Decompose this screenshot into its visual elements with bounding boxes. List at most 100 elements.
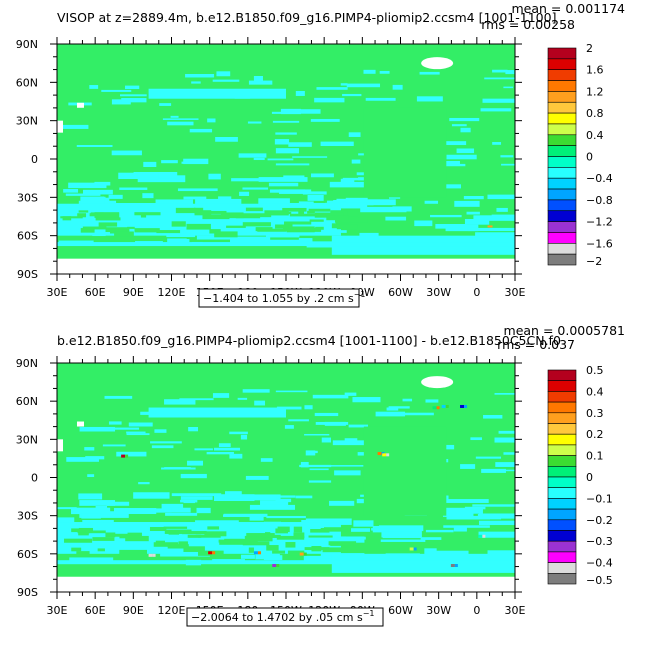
anomaly-speck (148, 553, 153, 557)
y-tick-label: 90N (16, 38, 38, 51)
anomaly-cell (125, 85, 140, 90)
anomaly-cell (92, 537, 115, 541)
anomaly-cell (498, 430, 515, 434)
anomaly-cell (180, 473, 207, 479)
anomaly-cell (78, 210, 89, 213)
anomaly-cell (428, 550, 469, 555)
anomaly-cell (348, 424, 369, 428)
mean-label: mean = 0.0005781 (504, 323, 625, 338)
anomaly-cell (472, 504, 515, 507)
anomaly-cell (94, 181, 111, 186)
anomaly-cell (329, 181, 368, 188)
anomaly-cell (214, 231, 238, 238)
colorbar-label: 0.5 (586, 364, 604, 377)
anomaly-cell (425, 529, 454, 533)
anomaly-cell (78, 493, 103, 500)
anomaly-cell (164, 467, 191, 469)
anomaly-cell (83, 189, 113, 195)
anomaly-cell (253, 75, 263, 82)
colorbar-swatch (547, 134, 577, 146)
anomaly-cell (218, 443, 231, 448)
anomaly-cell (314, 228, 322, 232)
anomaly-cell (245, 207, 263, 212)
anomaly-cell (224, 494, 240, 499)
anomaly-cell (198, 535, 221, 538)
anomaly-cell (275, 148, 300, 154)
anomaly-cell (503, 452, 515, 455)
anomaly-cell (177, 188, 218, 192)
anomaly-speck (409, 547, 414, 551)
anomaly-cell (101, 222, 109, 226)
colorbar-swatch (547, 145, 577, 157)
anomaly-cell (348, 132, 361, 137)
anomaly-cell (300, 461, 309, 468)
colorbar-label: −0.8 (586, 194, 613, 207)
anomaly-cell (335, 219, 342, 225)
anomaly-cell (79, 511, 129, 518)
anomaly-cell (68, 182, 107, 189)
anomaly-cell (71, 547, 82, 552)
x-tick-label: 30W (426, 604, 451, 617)
y-tick-label: 90S (17, 586, 38, 599)
y-tick-label: 60N (16, 395, 38, 408)
anomaly-speck (272, 564, 277, 568)
anomaly-cell (293, 532, 305, 539)
colorbar-label: 0.3 (586, 407, 604, 420)
anomaly-cell (424, 200, 439, 204)
colorbar: 0.5 0.4 0.3 0.2 0.1 0 −0.1 −0.2 −0.3 −0.4 −0.5 (547, 364, 613, 587)
anomaly-cell (304, 405, 313, 410)
anomaly-cell (266, 545, 279, 551)
anomaly-cell (242, 222, 271, 227)
anomaly-cell (78, 527, 94, 531)
anomaly-cell (87, 474, 95, 478)
anomaly-cell (416, 96, 443, 102)
anomaly-cell (167, 121, 194, 126)
anomaly-cell (466, 211, 480, 215)
anomaly-cell (487, 194, 515, 200)
colorbar-swatch (547, 58, 577, 70)
anomaly-cell (59, 124, 89, 129)
colorbar-label: −0.3 (586, 535, 613, 548)
anomaly-cell (308, 208, 331, 212)
anomaly-cell (208, 173, 221, 180)
colorbar-swatch (547, 47, 577, 60)
anomaly-cell (150, 441, 182, 444)
anomaly-cell (351, 528, 370, 532)
anomaly-cell (246, 533, 275, 537)
anomaly-speck (432, 406, 437, 410)
anomaly-cell (321, 437, 331, 443)
anomaly-cell (386, 407, 399, 411)
anomaly-cell (254, 400, 266, 406)
anomaly-cell (109, 229, 129, 234)
anomaly-speck (121, 454, 126, 458)
anomaly-cell (167, 238, 187, 245)
anomaly-cell (186, 223, 211, 230)
anomaly-cell (310, 118, 340, 122)
anomaly-cell (326, 215, 349, 221)
anomaly-cell (346, 83, 381, 88)
anomaly-cell (276, 406, 302, 410)
anomaly-cell (237, 397, 248, 400)
anomaly-cell (295, 495, 313, 499)
anomaly-cell (156, 230, 181, 234)
colorbar-label: −0.4 (586, 557, 613, 570)
anomaly-cell (305, 450, 316, 456)
anomaly-cell (360, 206, 407, 213)
mean-label: mean = 0.001174 (511, 1, 625, 16)
anomaly-cell (492, 69, 508, 73)
anomaly-cell (479, 520, 515, 526)
anomaly-cell (388, 406, 410, 409)
colorbar-label: 2 (586, 42, 593, 55)
colorbar-swatch (547, 530, 577, 542)
anomaly-speck (212, 551, 216, 555)
anomaly-cell (495, 462, 515, 467)
anomaly-cell (272, 120, 300, 123)
anomaly-cell (119, 549, 148, 556)
anomaly-cell (478, 531, 515, 538)
anomaly-cell (268, 182, 299, 187)
anomaly-cell (439, 141, 467, 146)
anomaly-cell (347, 199, 391, 203)
colorbar-swatch (547, 423, 577, 435)
colorbar-swatch (547, 444, 577, 456)
